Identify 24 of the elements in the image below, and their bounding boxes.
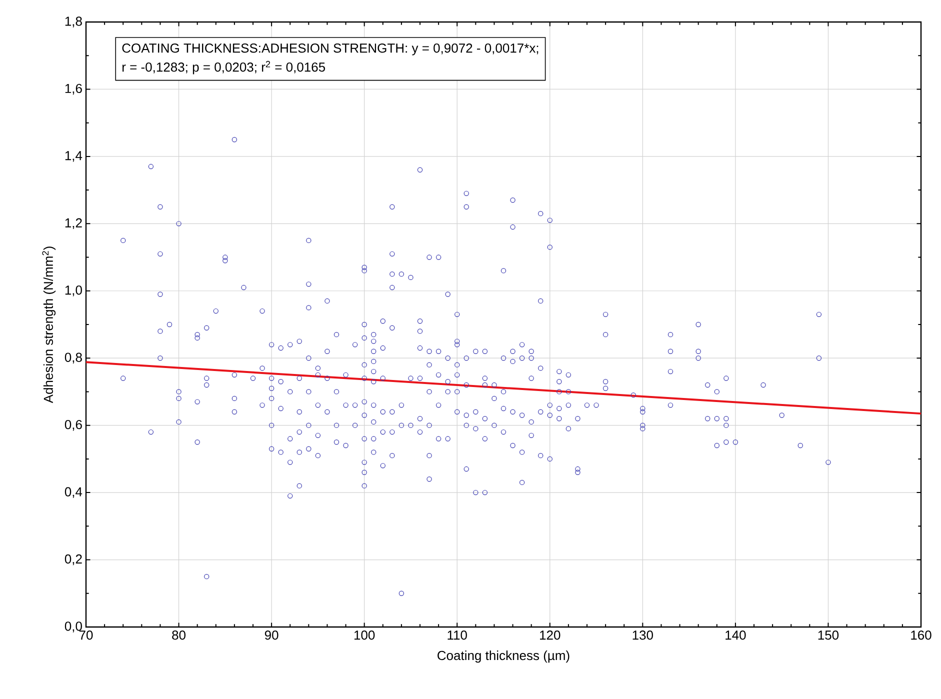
y-axis-title: Adhesion strength (N/mm$^{2}$) xyxy=(42,246,56,404)
x-tick-label: 70 xyxy=(79,630,93,640)
y-tick-label: 0,8 xyxy=(64,352,82,364)
x-tick-label: 100 xyxy=(354,630,375,640)
x-tick-label: 90 xyxy=(264,630,278,640)
y-tick-label: 1,2 xyxy=(65,218,82,230)
y-tick-label: 1,4 xyxy=(65,151,82,162)
x-tick-label: 140 xyxy=(726,630,746,640)
x-axis-title: Coating thickness (µm) xyxy=(438,650,570,663)
y-tick-label: 1,6 xyxy=(65,84,82,95)
x-tick-label: 130 xyxy=(632,630,653,640)
x-tick-label: 110 xyxy=(448,630,467,640)
x-tick-label: 80 xyxy=(172,630,186,640)
x-tick-label: 150 xyxy=(818,630,839,640)
annotation: r = -0,1283; p = 0,0203; r$^{2}$ = 0,0165 xyxy=(122,60,326,74)
y-tick-label: 0,4 xyxy=(64,487,82,498)
y-tick-label: 1,0 xyxy=(65,286,82,296)
x-tick-label: 160 xyxy=(911,630,932,640)
y-tick-label: 0,6 xyxy=(64,420,82,431)
y-tick-label: 0,2 xyxy=(64,554,82,566)
x-tick-label: 120 xyxy=(540,630,560,640)
y-tick-label: 0,0 xyxy=(64,622,82,632)
annotation: COATING THICKNESS:ADHESION STRENGTH: y = 0,9072 - 0,0017*x; xyxy=(122,44,538,56)
y-tick-label: 1,8 xyxy=(65,16,82,28)
